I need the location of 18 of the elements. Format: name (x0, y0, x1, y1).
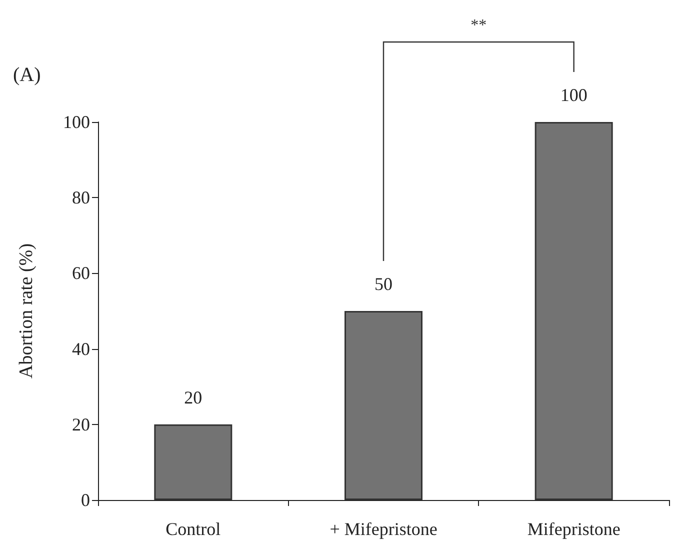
y-tick-label: 20 (72, 414, 90, 434)
bar (154, 424, 232, 500)
x-tick-label: Mifepristone (527, 519, 620, 539)
x-tick-label: + Mifepristone (330, 519, 438, 539)
y-tick-label: 100 (63, 112, 90, 132)
y-tick-label: 40 (72, 338, 90, 359)
chart-title: (A) (13, 64, 41, 86)
y-tick-label: 0 (81, 490, 90, 510)
text: ** (470, 17, 487, 34)
bar (534, 122, 613, 500)
y-tick-label: 60 (72, 263, 90, 284)
data-label: 20 (184, 387, 202, 408)
data-label: 50 (374, 274, 392, 294)
data-label: 100 (560, 85, 588, 105)
y-axis-title: Abortion rate (%) (16, 243, 37, 379)
bar (344, 311, 422, 500)
y-tick-label: 80 (72, 188, 90, 208)
x-tick-label: Control (166, 519, 221, 539)
